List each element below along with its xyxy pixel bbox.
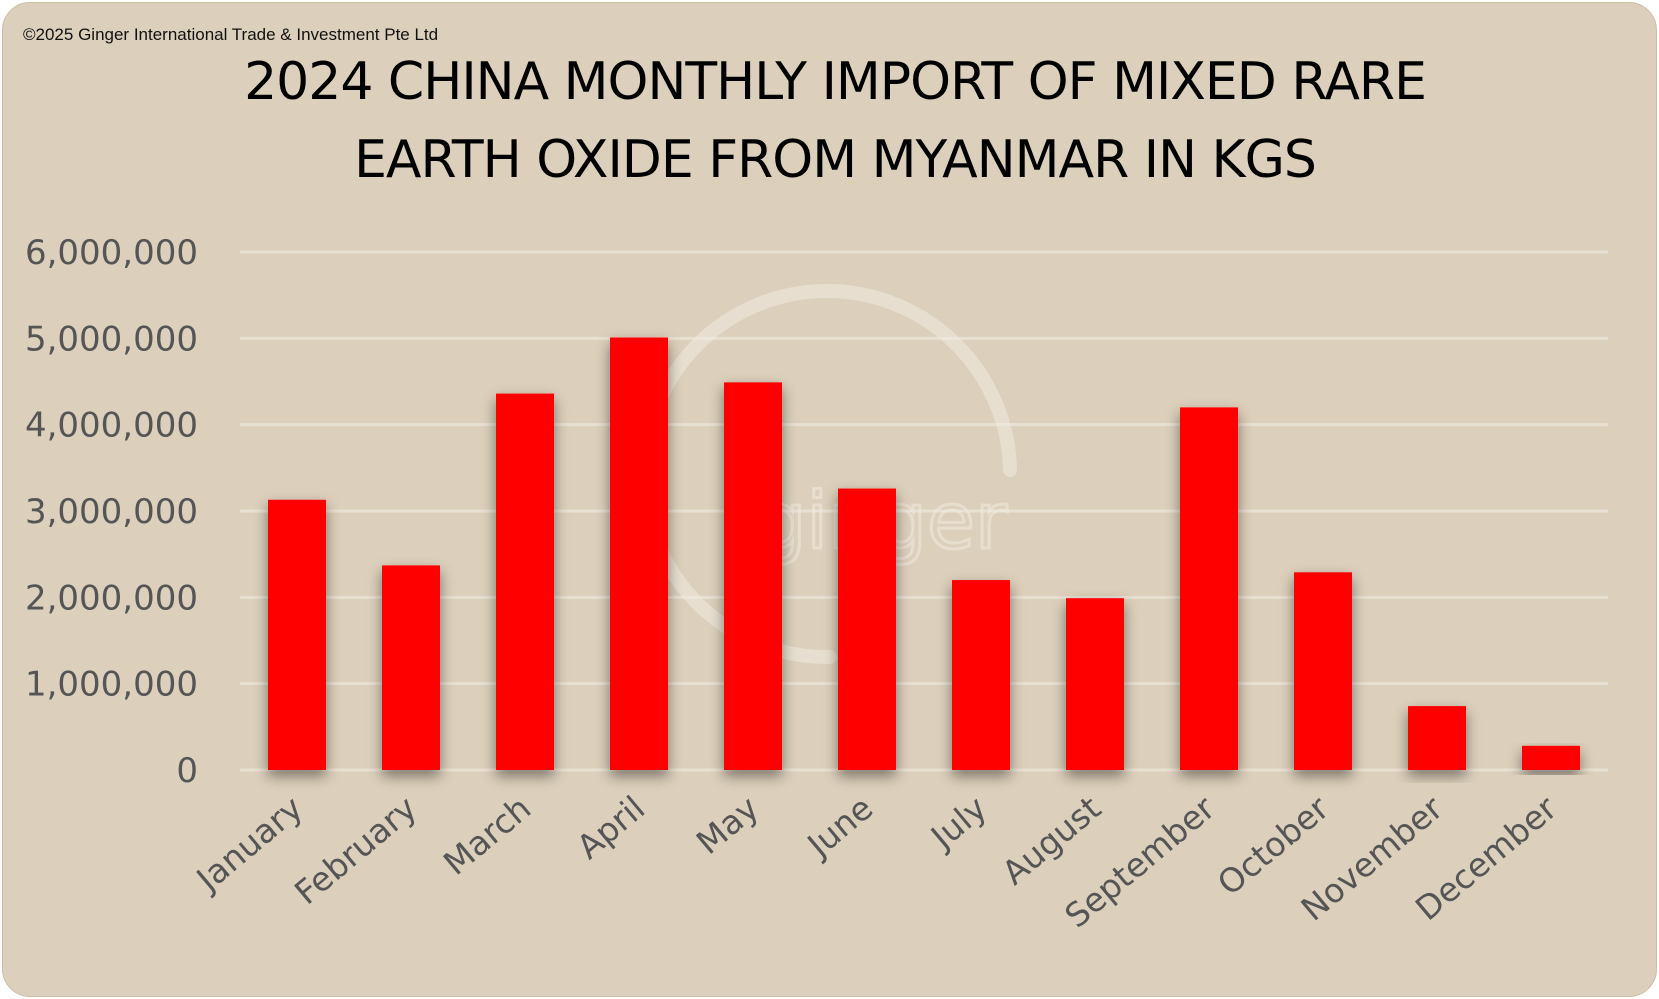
x-tick-label: March xyxy=(436,788,538,883)
y-tick-label: 1,000,000 xyxy=(25,665,198,705)
x-tick-label: April xyxy=(569,788,652,866)
gridlines xyxy=(240,250,1608,772)
bar-september xyxy=(1180,407,1238,770)
copyright-notice: ©2025 Ginger International Trade & Inves… xyxy=(23,25,439,44)
chart-title-line-1: 2024 CHINA MONTHLY IMPORT OF MIXED RARE xyxy=(244,52,1427,112)
bar-may xyxy=(724,382,782,770)
y-tick-label: 0 xyxy=(176,751,198,791)
watermark-ring xyxy=(637,284,1017,665)
bar-july xyxy=(952,580,1010,770)
x-tick-label: July xyxy=(922,788,994,857)
bar-october xyxy=(1294,572,1352,770)
y-axis-ticks: 0 1,000,000 2,000,000 3,000,000 4,000,000 5,0… xyxy=(25,233,198,791)
bar-february xyxy=(382,565,440,770)
bar-august xyxy=(1066,598,1124,770)
bar-january xyxy=(268,499,326,770)
bar-december xyxy=(1522,745,1580,770)
x-tick-label: February xyxy=(287,788,424,912)
bars xyxy=(268,337,1580,770)
x-tick-label: June xyxy=(798,788,880,865)
y-tick-label: 3,000,000 xyxy=(25,492,198,532)
bar-march xyxy=(496,393,554,770)
chart-title: 2024 CHINA MONTHLY IMPORT OF MIXED RARE … xyxy=(3,43,1656,199)
y-tick-label: 5,000,000 xyxy=(25,319,198,359)
bar-june xyxy=(838,488,896,770)
y-tick-label: 2,000,000 xyxy=(25,578,198,618)
chart-title-line-2: EARTH OXIDE FROM MYANMAR IN KGS xyxy=(354,130,1317,190)
y-tick-label: 4,000,000 xyxy=(25,406,198,446)
y-tick-label: 6,000,000 xyxy=(25,233,198,273)
x-tick-label: May xyxy=(689,788,766,862)
bar-april xyxy=(610,337,668,770)
bar-november xyxy=(1408,706,1466,770)
